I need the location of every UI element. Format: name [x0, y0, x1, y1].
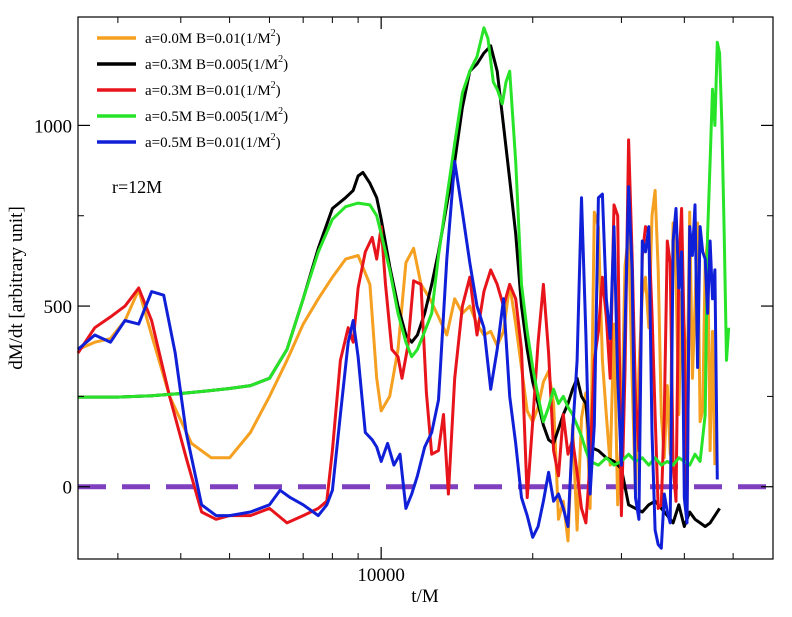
legend-label-0: a=0.0M B=0.01(1/M2)	[145, 28, 281, 47]
radius-annotation: r=12M	[112, 177, 162, 197]
y-axis-label: dM/dt [arbitrary unit]	[6, 206, 27, 370]
y-tick-label-2: 1000	[34, 116, 72, 137]
legend-item-4: a=0.5M B=0.01(1/M2)	[97, 132, 281, 151]
legend: a=0.0M B=0.01(1/M2) a=0.3M B=0.005(1/M2) a…	[97, 28, 288, 151]
y-tick-label-0: 0	[63, 478, 73, 499]
y-tick-label-1: 500	[44, 297, 73, 318]
legend-label-3: a=0.5M B=0.005(1/M2)	[145, 106, 288, 125]
legend-item-3: a=0.5M B=0.005(1/M2)	[97, 106, 288, 125]
axis-ticks: 0 500 1000 10000	[34, 17, 774, 586]
legend-item-1: a=0.3M B=0.005(1/M2)	[97, 54, 288, 73]
plot-frame	[77, 16, 774, 560]
legend-label-1: a=0.3M B=0.005(1/M2)	[145, 54, 288, 73]
legend-label-4: a=0.5M B=0.01(1/M2)	[145, 132, 281, 151]
series-line-0	[77, 188, 717, 543]
legend-label-2: a=0.3M B=0.01(1/M2)	[145, 80, 281, 99]
legend-item-2: a=0.3M B=0.01(1/M2)	[97, 80, 281, 99]
series-line-4	[77, 160, 719, 550]
legend-item-0: a=0.0M B=0.01(1/M2)	[97, 28, 281, 47]
series-layer	[76, 26, 731, 550]
x-tick-label-0: 10000	[357, 565, 405, 586]
x-axis-label: t/M	[411, 586, 439, 607]
